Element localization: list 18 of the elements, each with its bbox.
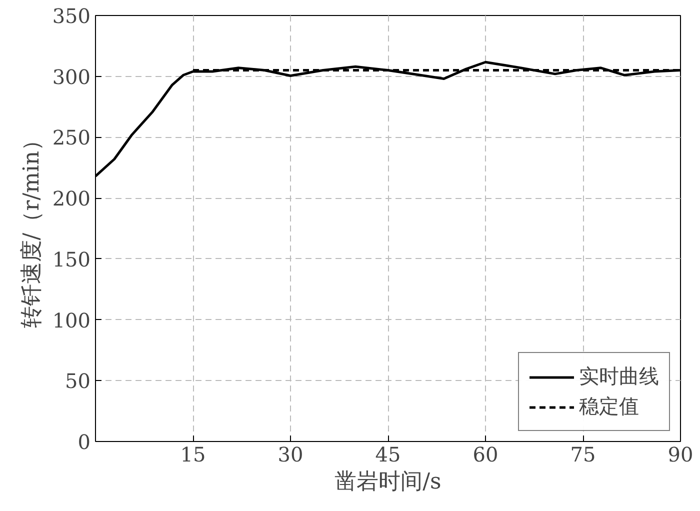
y-axis-title: 转钎速度/（r/min） bbox=[19, 128, 44, 328]
y-tick-label: 0 bbox=[78, 430, 91, 454]
y-tick-label: 150 bbox=[52, 247, 91, 272]
x-axis-title: 凿岩时间/s bbox=[334, 470, 442, 494]
y-tick-label: 300 bbox=[52, 64, 91, 89]
y-tick-label: 50 bbox=[65, 369, 91, 394]
x-tick-label: 90 bbox=[668, 442, 694, 466]
legend-label: 实时曲线 bbox=[579, 363, 659, 390]
y-tick-label: 350 bbox=[52, 4, 91, 28]
x-tick-label: 45 bbox=[375, 442, 401, 466]
x-tick-label: 75 bbox=[570, 442, 596, 466]
x-tick-label: 15 bbox=[180, 442, 206, 466]
x-tick-label: 60 bbox=[472, 442, 498, 466]
x-tick-label: 30 bbox=[278, 442, 304, 466]
y-tick-label: 100 bbox=[52, 308, 91, 332]
y-tick-label: 200 bbox=[52, 186, 91, 211]
y-tick-label: 250 bbox=[52, 126, 91, 150]
legend-label: 稳定值 bbox=[579, 393, 639, 420]
